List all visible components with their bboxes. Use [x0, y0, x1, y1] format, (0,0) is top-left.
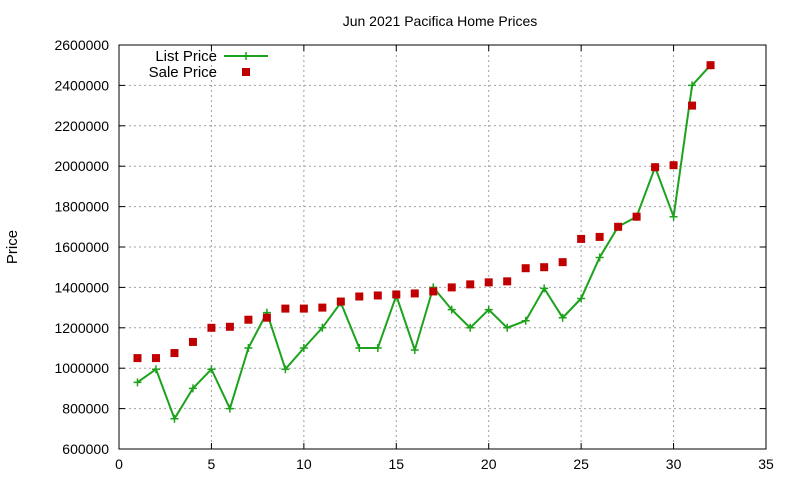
sale-price-point	[651, 163, 660, 172]
sale-price-point	[170, 349, 179, 358]
sale-price-point	[429, 287, 438, 296]
sale-price-point	[466, 280, 475, 289]
list-price-point	[577, 294, 586, 303]
y-axis-label: Price	[4, 230, 21, 264]
sale-price-point	[281, 304, 290, 313]
sale-price-point	[225, 322, 234, 331]
y-tick-label: 2600000	[54, 37, 109, 53]
sale-price-point	[558, 258, 567, 267]
x-tick-label: 20	[481, 456, 497, 472]
chart-title: Jun 2021 Pacifica Home Prices	[343, 13, 538, 29]
y-tick-label: 800000	[62, 401, 109, 417]
list-price-point	[188, 384, 197, 393]
sale-price-point	[244, 315, 253, 324]
list-price-point	[170, 414, 179, 423]
sale-price-point	[688, 101, 697, 110]
grid-layer	[119, 45, 766, 449]
sale-price-point	[447, 283, 456, 292]
list-price-point	[355, 344, 364, 352]
x-tick-label: 35	[758, 456, 774, 472]
y-tick-label: 600000	[62, 441, 109, 457]
sale-price-point	[410, 289, 419, 298]
list-price-point	[207, 365, 216, 374]
series-layer	[133, 61, 715, 423]
y-tick-label: 1800000	[54, 199, 109, 215]
list-price-line	[136, 64, 712, 421]
sale-price-point	[373, 291, 382, 300]
sale-price-point	[262, 313, 271, 322]
list-price-point	[281, 365, 290, 374]
x-tick-label: 0	[115, 456, 123, 472]
list-price-point	[299, 344, 308, 352]
legend-label-list-price: List Price	[155, 48, 217, 65]
sale-price-point	[392, 290, 401, 299]
list-price-point	[521, 316, 530, 325]
list-price-point	[318, 323, 327, 332]
list-price-point	[244, 344, 253, 352]
sale-price-point	[133, 354, 142, 363]
plot-frame	[118, 44, 767, 450]
y-tick-label: 1400000	[54, 279, 109, 295]
list-price-point	[484, 305, 493, 314]
list-price-point	[410, 346, 419, 355]
list-price-point	[466, 323, 475, 332]
list-price-point	[540, 284, 549, 293]
sale-price-point	[188, 337, 197, 346]
sale-price-point	[669, 161, 678, 170]
tick-layer: 0 5 10 15 20 25 30 35 600000 800000 1000000 1200000…	[54, 37, 774, 472]
x-tick-label: 30	[666, 456, 682, 472]
list-price-point	[688, 81, 697, 90]
list-price-point	[151, 365, 160, 374]
y-tick-label: 2400000	[54, 77, 109, 93]
sale-price-point	[503, 277, 512, 286]
list-price-point	[669, 212, 678, 221]
sale-price-point	[207, 323, 216, 332]
sale-price-point	[151, 354, 160, 363]
list-price-point	[558, 313, 567, 322]
legend-marker-sale-price	[242, 68, 250, 76]
list-price-point	[503, 323, 512, 332]
y-tick-label: 1000000	[54, 360, 109, 376]
list-price-point	[225, 404, 234, 413]
list-price-point	[595, 253, 604, 262]
sale-price-point	[614, 222, 623, 231]
list-price-point	[133, 378, 142, 387]
y-tick-label: 1600000	[54, 239, 109, 255]
list-price-point	[447, 305, 456, 314]
x-tick-label: 15	[388, 456, 404, 472]
sale-price-point	[318, 303, 327, 312]
sale-price-point	[299, 304, 308, 313]
y-tick-label: 2200000	[54, 118, 109, 134]
list-price-point	[373, 344, 382, 352]
sale-price-point	[595, 232, 604, 241]
y-tick-label: 2000000	[54, 158, 109, 174]
sale-price-point	[355, 292, 364, 301]
sale-price-point	[706, 61, 715, 70]
sale-price-point	[540, 263, 549, 272]
sale-price-point	[521, 264, 530, 273]
x-tick-label: 10	[296, 456, 312, 472]
x-tick-label: 5	[208, 456, 216, 472]
sale-price-point	[577, 234, 586, 243]
legend-label-sale-price: Sale Price	[149, 64, 217, 81]
sale-price-point	[632, 212, 641, 221]
y-tick-label: 1200000	[54, 320, 109, 336]
sale-price-point	[336, 297, 345, 306]
legend-marker-list-price	[242, 52, 250, 60]
sale-price-point	[484, 278, 493, 287]
x-tick-label: 25	[573, 456, 589, 472]
